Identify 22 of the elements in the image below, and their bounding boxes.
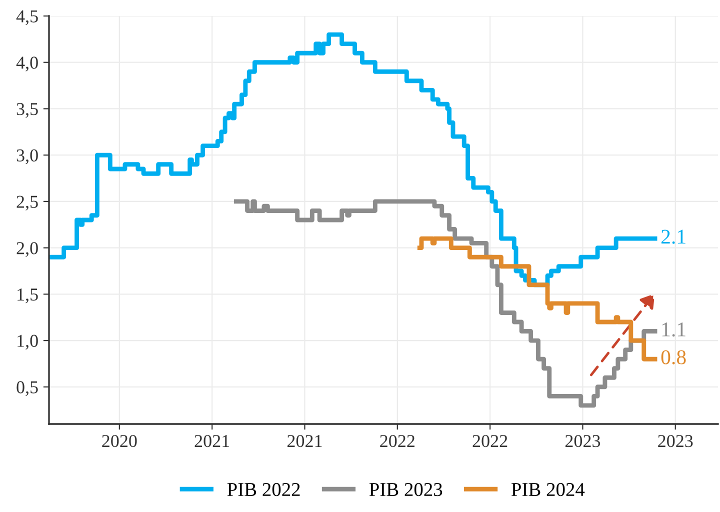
legend-label: PIB 2022 <box>227 482 300 496</box>
data-label: 0.8 <box>661 350 686 364</box>
y-tick-label: 0,5 <box>16 381 38 396</box>
y-tick-label: 1,5 <box>18 288 38 304</box>
x-tick-label: 2023 <box>565 434 600 448</box>
data-label: 1.1 <box>662 322 686 337</box>
x-tick-label: 2022 <box>380 434 414 448</box>
y-tick-label: 2,0 <box>16 242 38 257</box>
y-tick-label: 4,0 <box>16 56 38 72</box>
y-tick-label: 3,5 <box>16 103 38 118</box>
y-tick-label: 3,0 <box>16 149 38 164</box>
x-tick-label: 2021 <box>287 434 322 448</box>
data-label: 2.1 <box>661 230 686 244</box>
legend-label: PIB 2024 <box>511 482 585 496</box>
x-tick-label: 2020 <box>102 434 137 448</box>
legend-label: PIB 2023 <box>369 482 442 496</box>
x-tick-label: 2023 <box>658 434 693 448</box>
y-tick-label: 2,5 <box>16 196 38 210</box>
x-tick-label: 2022 <box>472 434 508 448</box>
y-tick-label: 4,5 <box>16 10 38 26</box>
y-tick-label: 1,0 <box>18 334 38 350</box>
x-tick-label: 2021 <box>194 434 230 448</box>
